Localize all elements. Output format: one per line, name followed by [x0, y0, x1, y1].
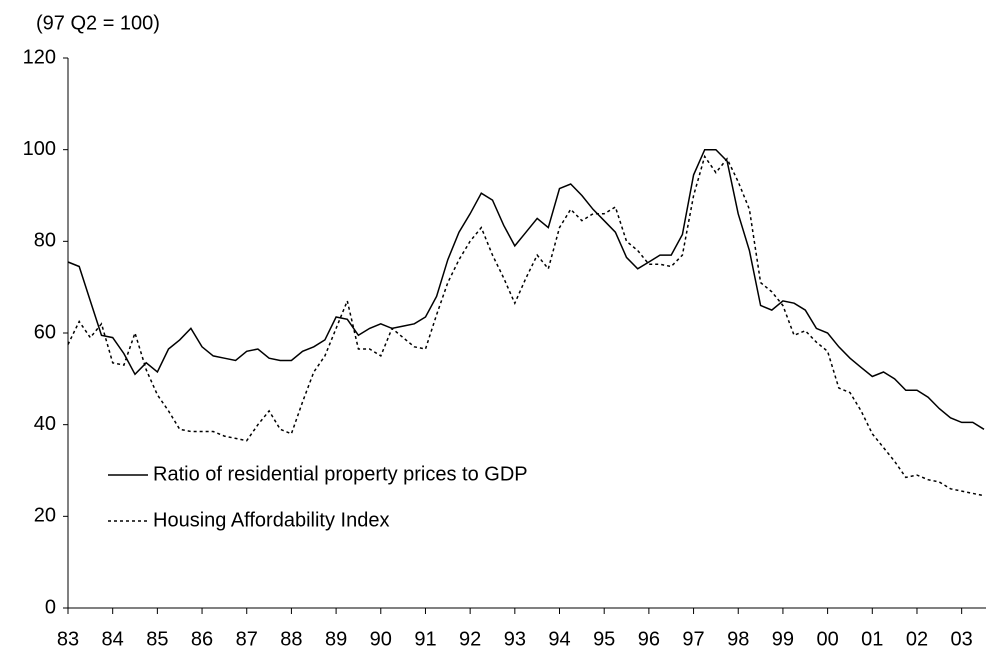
y-tick-label: 80 — [34, 230, 56, 252]
x-tick-label: 96 — [638, 628, 660, 650]
x-tick-label: 83 — [57, 628, 79, 650]
x-tick-label: 99 — [772, 628, 794, 650]
x-tick-label: 90 — [370, 628, 392, 650]
x-tick-label: 94 — [548, 628, 570, 650]
legend-label: Ratio of residential property prices to … — [153, 463, 528, 485]
x-tick-label: 84 — [102, 628, 124, 650]
y-tick-label: 60 — [34, 321, 56, 343]
x-tick-label: 98 — [727, 628, 749, 650]
x-tick-label: 03 — [951, 628, 973, 650]
x-tick-label: 86 — [191, 628, 213, 650]
x-tick-label: 97 — [682, 628, 704, 650]
x-tick-label: 95 — [593, 628, 615, 650]
x-tick-label: 85 — [146, 628, 168, 650]
x-tick-label: 88 — [280, 628, 302, 650]
x-tick-label: 01 — [861, 628, 883, 650]
x-tick-label: 02 — [906, 628, 928, 650]
legend-label: Housing Affordability Index — [153, 509, 389, 531]
x-tick-label: 91 — [414, 628, 436, 650]
series-line — [67, 154, 985, 497]
y-axis-label: (97 Q2 = 100) — [36, 12, 160, 34]
x-tick-label: 92 — [459, 628, 481, 650]
x-tick-label: 00 — [816, 628, 838, 650]
series-line — [67, 148, 985, 430]
y-tick-label: 120 — [23, 46, 56, 68]
y-tick-label: 20 — [34, 505, 56, 527]
x-tick-label: 93 — [504, 628, 526, 650]
y-tick-label: 0 — [45, 596, 56, 618]
x-tick-label: 87 — [236, 628, 258, 650]
x-tick-label: 89 — [325, 628, 347, 650]
y-tick-label: 100 — [23, 138, 56, 160]
y-tick-label: 40 — [34, 413, 56, 435]
